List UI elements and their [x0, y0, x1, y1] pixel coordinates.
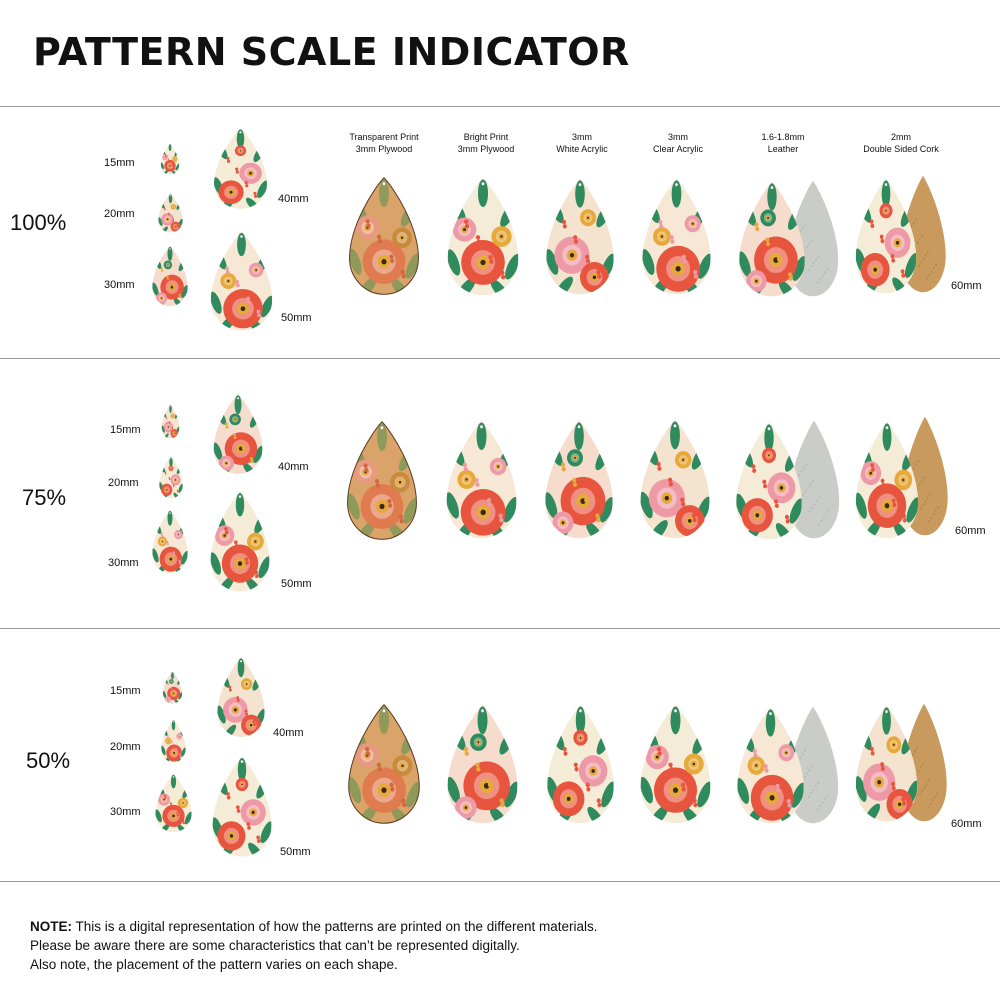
size-label-50mm: 50mm — [281, 312, 312, 324]
drop-15mm — [160, 404, 181, 439]
drop-white-acrylic — [540, 177, 620, 296]
scale-label-75: 75% — [22, 485, 67, 510]
material-label-line: Clear Acrylic — [652, 144, 703, 154]
footnote-line-2: Please be aware there are some character… — [30, 938, 520, 953]
size-label-40mm: 40mm — [278, 193, 309, 205]
drop-bright-plywood — [441, 703, 524, 825]
material-label-white-acrylic: 3mm White Acrylic — [527, 131, 637, 155]
drop-20mm — [156, 193, 185, 233]
material-label-line: Leather — [767, 144, 799, 154]
footnote-line-3: Also note, the placement of the pattern … — [30, 957, 398, 972]
divider — [0, 106, 1000, 107]
drop-clear-acrylic — [634, 703, 717, 825]
material-label-line: 3mm Plywood — [457, 144, 515, 154]
size-label-15mm: 15mm — [110, 685, 141, 697]
material-label-line: Transparent Print — [349, 132, 419, 142]
size-label-20mm: 20mm — [104, 208, 135, 220]
drop-white-acrylic — [539, 419, 619, 540]
size-label-60mm: 60mm — [955, 525, 986, 537]
scale-label-50: 50% — [26, 748, 71, 773]
material-label-line: 3mm — [572, 132, 592, 142]
drop-clear-acrylic — [636, 177, 717, 296]
drop-leather-front — [731, 706, 810, 825]
material-label-cork: 2mm Double Sided Cork — [846, 131, 956, 155]
material-label-leather: 1.6-1.8mm Leather — [728, 131, 838, 155]
material-label-line: 3mm — [668, 132, 688, 142]
divider — [0, 628, 1000, 629]
drop-40mm — [209, 393, 267, 475]
drop-cork-front — [850, 420, 924, 540]
divider — [0, 358, 1000, 359]
size-label-60mm: 60mm — [951, 818, 982, 830]
size-label-15mm: 15mm — [104, 157, 135, 169]
drop-cork-front — [850, 177, 922, 295]
drop-40mm — [213, 656, 269, 738]
page-title: PATTERN SCALE INDICATOR — [33, 30, 630, 74]
material-label-clear-acrylic: 3mm Clear Acrylic — [623, 131, 733, 155]
drop-30mm — [152, 773, 195, 833]
material-label-line: White Acrylic — [556, 144, 608, 154]
drop-30mm — [149, 245, 191, 307]
material-label-line: 1.6-1.8mm — [761, 132, 805, 142]
drop-leather-front — [730, 421, 808, 541]
drop-cork-front — [850, 704, 923, 823]
size-label-30mm: 30mm — [108, 557, 139, 569]
size-label-60mm: 60mm — [951, 280, 982, 292]
drop-leather-back — [784, 419, 844, 540]
drop-clear-acrylic — [634, 418, 716, 540]
drop-20mm — [157, 456, 185, 499]
scale-label-100: 100% — [10, 210, 67, 235]
drop-20mm — [159, 719, 188, 763]
footnote-text: This is a digital representation of how … — [72, 919, 598, 934]
drop-30mm — [149, 509, 191, 574]
material-label-line: Double Sided Cork — [863, 144, 939, 154]
drop-transparent-plywood — [343, 176, 425, 296]
drop-transparent-plywood — [342, 703, 426, 825]
drop-15mm — [159, 143, 181, 175]
material-label-line: 2mm — [891, 132, 911, 142]
footnote-line-1: NOTE: This is a digital representation o… — [30, 917, 598, 936]
drop-leather-front — [733, 180, 811, 298]
material-label-bright-plywood: Bright Print 3mm Plywood — [431, 131, 541, 155]
material-label-transparent-plywood: Transparent Print 3mm Plywood — [329, 131, 439, 155]
drop-40mm — [209, 127, 272, 210]
size-label-40mm: 40mm — [273, 727, 304, 739]
size-label-50mm: 50mm — [280, 846, 311, 858]
size-label-20mm: 20mm — [108, 477, 139, 489]
drop-bright-plywood — [440, 419, 523, 540]
size-label-50mm: 50mm — [281, 578, 312, 590]
drop-15mm — [161, 671, 184, 704]
material-label-line: 3mm Plywood — [355, 144, 413, 154]
size-label-20mm: 20mm — [110, 741, 141, 753]
material-label-line: Bright Print — [463, 132, 509, 142]
size-label-15mm: 15mm — [110, 424, 141, 436]
size-label-30mm: 30mm — [104, 279, 135, 291]
drop-transparent-plywood — [341, 420, 423, 541]
divider — [0, 881, 1000, 882]
drop-50mm — [205, 230, 278, 332]
size-label-30mm: 30mm — [110, 806, 141, 818]
footnote-bold-label: NOTE: — [30, 919, 72, 934]
drop-white-acrylic — [541, 703, 620, 825]
drop-50mm — [207, 755, 277, 858]
drop-50mm — [205, 490, 275, 593]
size-label-40mm: 40mm — [278, 461, 309, 473]
drop-bright-plywood — [441, 176, 525, 297]
footnote: NOTE: This is a digital representation o… — [30, 917, 598, 974]
